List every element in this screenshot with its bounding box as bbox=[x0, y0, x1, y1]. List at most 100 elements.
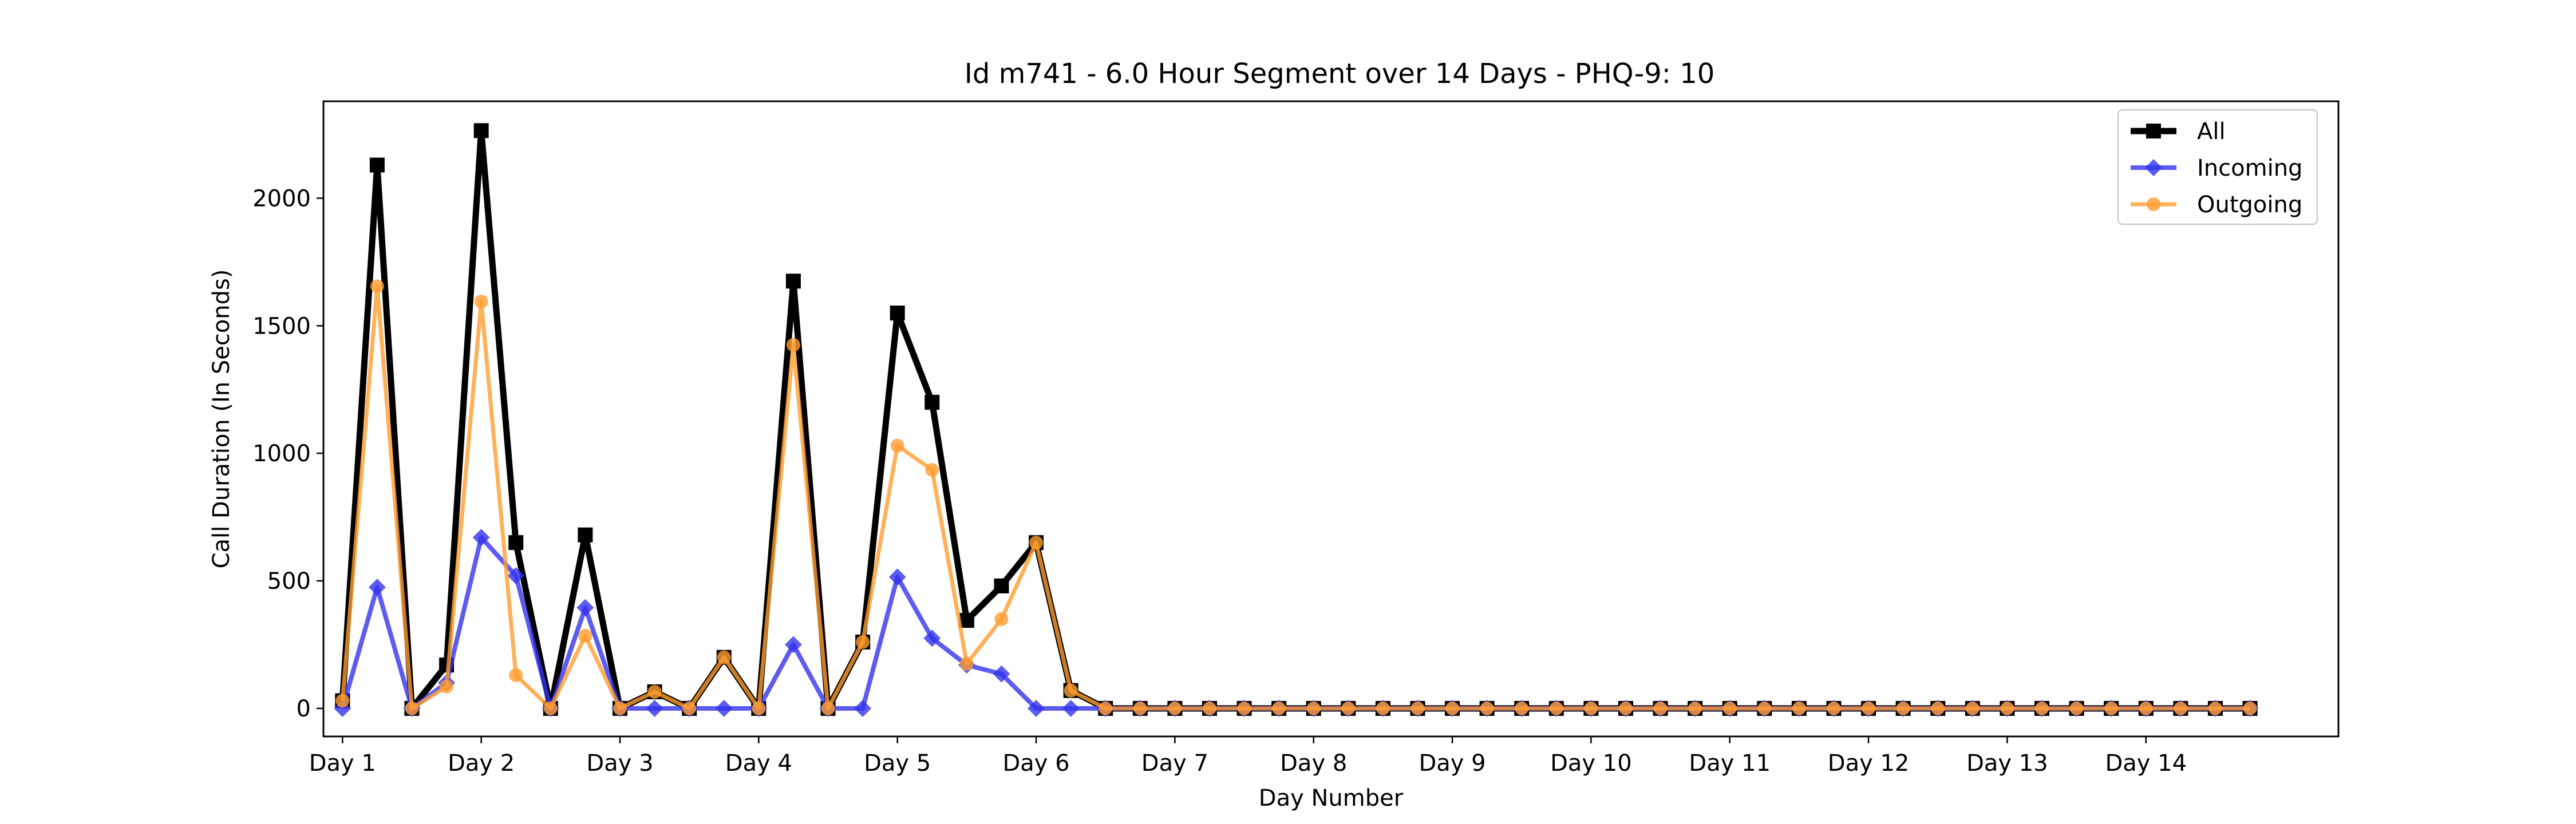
data-point-outgoing bbox=[1445, 701, 1460, 715]
y-tick-label: 1500 bbox=[252, 313, 311, 339]
data-point-outgoing bbox=[543, 701, 558, 715]
data-point-outgoing bbox=[1133, 701, 1147, 715]
data-point-outgoing bbox=[959, 656, 974, 671]
data-point-all bbox=[924, 395, 940, 410]
y-tick-label: 2000 bbox=[252, 185, 311, 212]
data-point-outgoing bbox=[786, 338, 800, 352]
data-point-outgoing bbox=[1168, 701, 1182, 715]
x-tick-label: Day 2 bbox=[448, 750, 515, 777]
legend-marker-all bbox=[2146, 124, 2161, 138]
data-point-outgoing bbox=[2069, 701, 2084, 715]
data-point-incoming bbox=[646, 699, 663, 717]
y-axis-label: Call Duration (In Seconds) bbox=[208, 270, 235, 569]
legend-label-all: All bbox=[2197, 118, 2226, 145]
data-point-outgoing bbox=[2034, 701, 2049, 715]
x-tick-label: Day 3 bbox=[586, 750, 653, 777]
data-point-outgoing bbox=[1029, 536, 1044, 550]
data-point-outgoing bbox=[890, 438, 904, 453]
data-point-outgoing bbox=[578, 628, 592, 643]
y-axis-ticks: 0 500 1000 1500 2000 bbox=[252, 185, 323, 722]
x-tick-label: Day 10 bbox=[1550, 750, 1632, 777]
data-point-outgoing bbox=[509, 668, 523, 683]
x-tick-label: Day 4 bbox=[725, 750, 792, 777]
data-point-incoming bbox=[993, 665, 1010, 683]
x-tick-label: Day 12 bbox=[1828, 750, 1910, 777]
data-point-outgoing bbox=[1792, 701, 1806, 715]
x-tick-label: Day 11 bbox=[1689, 750, 1771, 777]
data-point-all bbox=[785, 274, 801, 289]
data-point-outgoing bbox=[613, 701, 627, 715]
data-point-incoming bbox=[368, 579, 386, 596]
data-point-outgoing bbox=[1653, 701, 1668, 715]
data-point-outgoing bbox=[1064, 683, 1078, 698]
x-tick-label: Day 1 bbox=[309, 750, 376, 777]
data-point-all bbox=[578, 527, 593, 542]
data-point-outgoing bbox=[1584, 701, 1598, 715]
data-point-outgoing bbox=[370, 279, 384, 294]
data-point-outgoing bbox=[1515, 701, 1529, 715]
y-tick-label: 0 bbox=[297, 696, 311, 722]
data-point-outgoing bbox=[1411, 701, 1425, 715]
x-tick-label: Day 14 bbox=[2105, 750, 2187, 777]
data-point-incoming bbox=[784, 636, 802, 653]
legend-marker-incoming bbox=[2145, 159, 2162, 176]
y-tick-label: 1000 bbox=[252, 441, 311, 467]
data-point-all bbox=[890, 306, 905, 320]
data-point-all bbox=[994, 578, 1009, 593]
legend-label-incoming: Incoming bbox=[2197, 155, 2302, 181]
data-point-outgoing bbox=[856, 635, 870, 649]
data-point-outgoing bbox=[1376, 701, 1390, 715]
x-tick-label: Day 6 bbox=[1002, 750, 1069, 777]
x-tick-label: Day 8 bbox=[1280, 750, 1347, 777]
data-point-all bbox=[473, 123, 489, 138]
plot-frame bbox=[322, 100, 2340, 738]
data-point-outgoing bbox=[2139, 701, 2153, 715]
data-point-outgoing bbox=[335, 694, 350, 708]
data-point-outgoing bbox=[821, 701, 835, 715]
data-point-outgoing bbox=[474, 294, 488, 308]
data-point-outgoing bbox=[1931, 701, 1945, 715]
data-point-incoming bbox=[923, 629, 941, 647]
data-point-outgoing bbox=[1306, 701, 1321, 715]
data-point-all bbox=[508, 535, 524, 550]
legend: All Incoming Outgoing bbox=[2117, 109, 2318, 225]
data-point-incoming bbox=[715, 699, 733, 717]
y-tick-label: 500 bbox=[267, 568, 311, 595]
x-tick-label: Day 7 bbox=[1141, 750, 1208, 777]
x-tick-label: Day 9 bbox=[1419, 750, 1485, 777]
chart-title: Id m741 - 6.0 Hour Segment over 14 Days … bbox=[965, 58, 1715, 90]
x-tick-label: Day 13 bbox=[1966, 750, 2048, 777]
legend-marker-outgoing bbox=[2147, 197, 2160, 211]
data-point-outgoing bbox=[1480, 701, 1494, 715]
data-point-outgoing bbox=[2243, 701, 2257, 715]
data-point-outgoing bbox=[717, 650, 731, 664]
x-axis-ticks: Day 1 Day 2 Day 3 Day 4 Day 5 Day 6 Day 7 Day 8… bbox=[309, 736, 2187, 777]
data-point-incoming bbox=[472, 529, 490, 546]
series-outgoing bbox=[335, 279, 2257, 715]
data-point-outgoing bbox=[1862, 701, 1876, 715]
data-point-outgoing bbox=[1722, 701, 1737, 715]
data-point-outgoing bbox=[752, 701, 766, 715]
data-point-outgoing bbox=[682, 701, 697, 715]
data-point-outgoing bbox=[440, 680, 454, 694]
data-point-outgoing bbox=[1341, 701, 1356, 715]
data-point-outgoing bbox=[1237, 701, 1251, 715]
data-point-incoming bbox=[1028, 699, 1045, 717]
data-point-outgoing bbox=[1688, 701, 1702, 715]
legend-box bbox=[2117, 109, 2318, 225]
data-point-outgoing bbox=[1757, 701, 1772, 715]
data-point-outgoing bbox=[405, 701, 419, 715]
legend-label-outgoing: Outgoing bbox=[2197, 192, 2302, 218]
data-point-outgoing bbox=[1549, 701, 1563, 715]
data-point-outgoing bbox=[2208, 701, 2222, 715]
data-point-outgoing bbox=[2104, 701, 2119, 715]
data-point-incoming bbox=[1062, 699, 1080, 717]
data-point-outgoing bbox=[994, 612, 1009, 626]
data-point-incoming bbox=[854, 699, 872, 717]
data-point-outgoing bbox=[1827, 701, 1841, 715]
x-tick-label: Day 5 bbox=[864, 750, 931, 777]
data-point-outgoing bbox=[2174, 701, 2188, 715]
plot-area bbox=[334, 123, 2259, 717]
data-point-incoming bbox=[576, 599, 594, 616]
